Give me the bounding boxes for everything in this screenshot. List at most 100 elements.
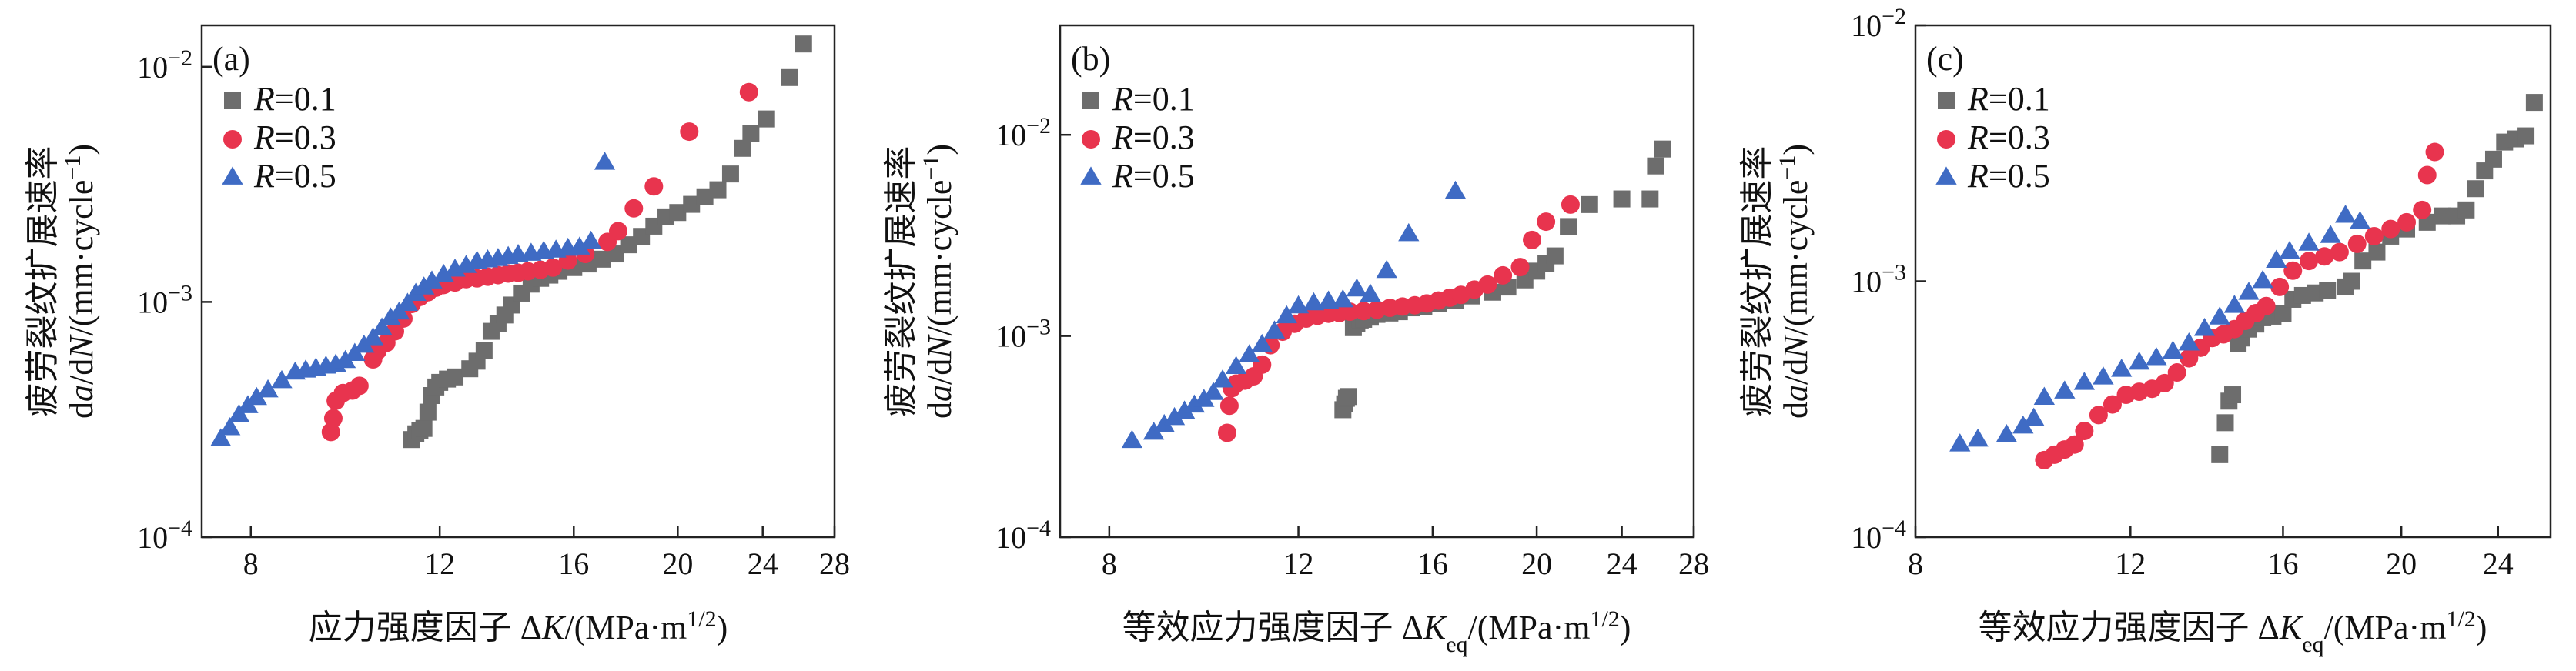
data-point — [1647, 157, 1664, 175]
x-tick-label: 20 — [662, 546, 693, 581]
data-point — [1654, 140, 1671, 158]
y-tick-label: 10−4 — [1851, 516, 1906, 556]
data-point — [415, 419, 433, 437]
data-point — [1251, 333, 1273, 352]
data-point — [2103, 395, 2122, 414]
data-point — [2180, 349, 2199, 368]
data-point — [624, 199, 644, 218]
data-point — [1212, 369, 1233, 388]
data-point — [257, 379, 279, 398]
data-point — [371, 317, 393, 336]
x-axis-label: 应力强度因子 ΔK/(MPa·m1/2) — [309, 606, 728, 647]
data-point — [709, 181, 727, 199]
y-axis-label-unit: da/dN/(mm·cycle−1) — [918, 144, 959, 419]
chart-panel-b: 8 12 16 20 24 28 10−4 10−3 10−2 等效应力强度因子 ΔKeq/(MP… — [882, 24, 1709, 657]
data-point — [1142, 421, 1165, 440]
data-point — [2111, 359, 2133, 377]
panel-label: (b) — [1071, 40, 1110, 78]
data-point — [271, 369, 293, 389]
data-point — [1340, 388, 1357, 406]
data-point — [1546, 247, 1564, 265]
legend-entry: R=0.3 — [1112, 119, 1195, 156]
x-tick-label: 28 — [1678, 546, 1709, 581]
x-tick-label: 16 — [1417, 546, 1448, 581]
data-point — [2209, 306, 2230, 325]
data-point — [350, 376, 369, 396]
data-point — [396, 292, 419, 311]
data-point — [2381, 219, 2400, 239]
data-point — [795, 35, 812, 53]
data-point — [2274, 305, 2292, 322]
data-point — [334, 349, 356, 369]
y-axis-label-cn: 疲劳裂纹扩展速率 — [1738, 146, 1776, 417]
x-tick-label: 8 — [1908, 546, 1923, 581]
data-point — [2397, 212, 2417, 232]
data-point — [433, 263, 454, 282]
data-point — [2054, 380, 2076, 399]
data-point — [1153, 413, 1175, 432]
data-point — [2334, 204, 2357, 223]
legend-entry: R=0.5 — [1967, 157, 2050, 195]
data-point — [1996, 424, 2018, 442]
x-tick-label: 24 — [1607, 546, 1638, 581]
data-point — [2354, 252, 2372, 270]
data-point — [2349, 211, 2371, 229]
data-point — [2167, 363, 2186, 382]
data-point — [734, 139, 751, 157]
data-point — [2162, 340, 2184, 359]
data-point — [721, 165, 739, 183]
x-tick-label: 12 — [2115, 546, 2146, 581]
y-tick-label: 10−4 — [137, 516, 192, 556]
data-point — [2298, 232, 2320, 251]
data-point — [1287, 295, 1310, 314]
data-point — [2023, 407, 2045, 426]
data-point — [608, 222, 627, 241]
data-point — [475, 342, 493, 359]
legend-marker — [1938, 92, 1955, 109]
data-point — [2320, 225, 2341, 243]
y-tick-label: 10−2 — [137, 45, 192, 85]
data-point — [1398, 222, 1420, 242]
data-point — [1949, 433, 1971, 452]
data-point — [1510, 258, 1530, 277]
plot-frame — [1059, 24, 1695, 539]
series-2 — [2035, 142, 2444, 469]
data-point — [680, 122, 699, 142]
y-tick-label: 10−3 — [995, 314, 1051, 354]
data-point — [1561, 195, 1580, 214]
data-point — [1581, 195, 1598, 213]
data-point — [2319, 282, 2337, 299]
data-point — [669, 204, 687, 222]
data-point — [2216, 414, 2234, 432]
data-point — [1641, 190, 1659, 208]
data-point — [2224, 386, 2242, 404]
data-point — [2364, 226, 2384, 245]
data-point — [2525, 94, 2543, 112]
chart-panel-a: 8 12 16 20 24 28 10−4 10−3 10−2 应力强度因子 ΔK/(MPa·m1… — [24, 24, 850, 647]
x-tick-label: 24 — [748, 546, 778, 581]
data-point — [2223, 295, 2246, 313]
x-tick-label: 16 — [558, 546, 589, 581]
data-point — [2266, 249, 2287, 269]
x-tick-label: 24 — [2483, 546, 2514, 581]
x-tick-label: 16 — [2267, 546, 2298, 581]
data-point — [362, 327, 384, 346]
data-point — [1332, 289, 1353, 308]
data-point — [569, 236, 590, 255]
x-tick-label: 20 — [2386, 546, 2417, 581]
data-point — [1523, 230, 1542, 249]
series-3 — [1949, 204, 2371, 452]
data-point — [1163, 406, 1186, 426]
data-point — [1354, 302, 1373, 321]
data-point — [2315, 247, 2334, 266]
data-point — [2425, 142, 2444, 162]
y-axis-label-cn: 疲劳裂纹扩展速率 — [882, 146, 920, 417]
data-point — [1183, 394, 1205, 413]
data-point — [1613, 190, 1631, 208]
data-point — [2417, 165, 2437, 185]
data-point — [2193, 318, 2216, 336]
data-point — [2146, 346, 2167, 366]
data-point — [2093, 366, 2114, 385]
data-point — [246, 386, 267, 406]
